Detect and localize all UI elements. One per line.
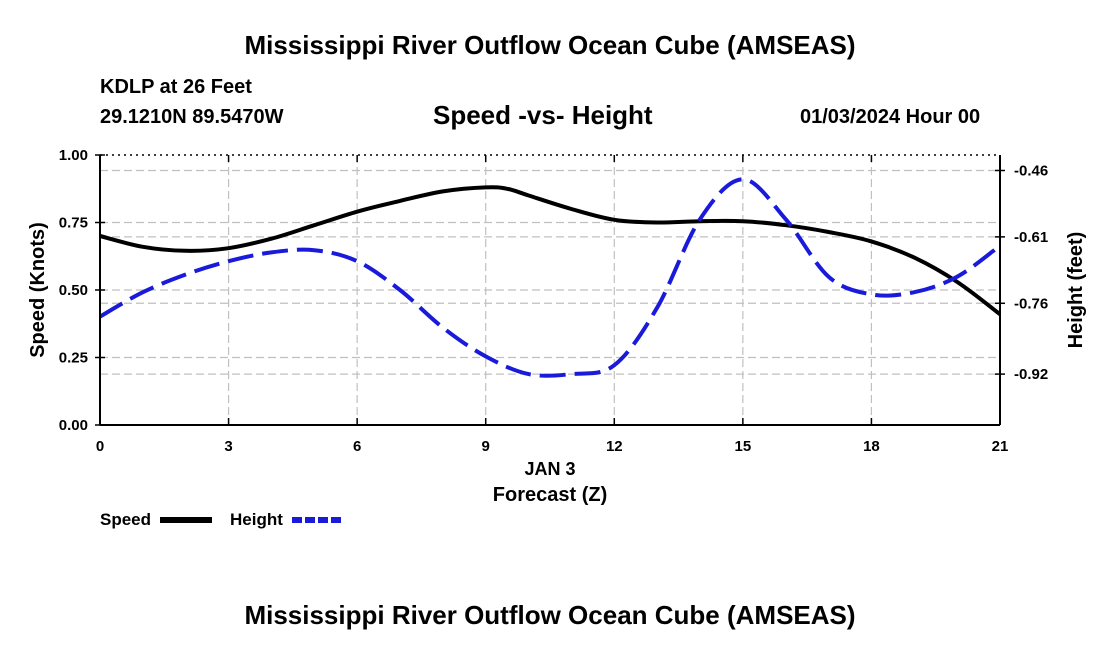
x-tick-label: 6 [353, 438, 361, 455]
y2-tick-label: -0.76 [1014, 295, 1048, 312]
y2-tick-label: -0.61 [1014, 229, 1048, 246]
grid-layer [100, 155, 1000, 425]
axis-layer: 0 3 6 9 12 15 18 21 0.00 0.25 0.50 0.75 1.00 -0.92 -0.… [59, 147, 1048, 455]
x-tick-label: 3 [224, 438, 232, 455]
x-tick-label: 15 [735, 438, 752, 455]
x-axis-date-label: JAN 3 [524, 459, 575, 479]
x-tick-label: 0 [96, 438, 104, 455]
series-layer [98, 177, 1002, 378]
series-line-height [98, 177, 1002, 378]
y2-axis-label: Height (feet) [1065, 232, 1087, 349]
x-tick-label: 9 [482, 438, 490, 455]
legend-speed-label: Speed [100, 510, 151, 529]
main-title: Mississippi River Outflow Ocean Cube (AM… [244, 30, 856, 60]
x-tick-label: 12 [606, 438, 623, 455]
x-tick-label: 21 [992, 438, 1009, 455]
legend-height-label: Height [230, 510, 283, 529]
y2-tick-label: -0.46 [1014, 162, 1048, 179]
legend: Speed Height [100, 510, 342, 529]
chart-title: Speed -vs- Height [433, 100, 653, 130]
y-tick-label: 0.50 [59, 282, 88, 299]
y-tick-label: 0.25 [59, 350, 88, 367]
footer-title: Mississippi River Outflow Ocean Cube (AM… [244, 600, 856, 630]
y-tick-label: 0.75 [59, 215, 88, 232]
station-coords: 29.1210N 89.5470W [100, 106, 284, 128]
station-label: KDLP at 26 Feet [100, 76, 252, 98]
x-tick-label: 18 [863, 438, 880, 455]
y2-tick-label: -0.92 [1014, 366, 1048, 383]
y-axis-label: Speed (Knots) [27, 222, 49, 358]
y-tick-label: 1.00 [59, 147, 88, 164]
y-tick-label: 0.00 [59, 417, 88, 434]
forecast-date: 01/03/2024 Hour 00 [800, 106, 981, 128]
series-line-speed [99, 185, 1002, 316]
x-axis-label: Forecast (Z) [493, 484, 607, 506]
